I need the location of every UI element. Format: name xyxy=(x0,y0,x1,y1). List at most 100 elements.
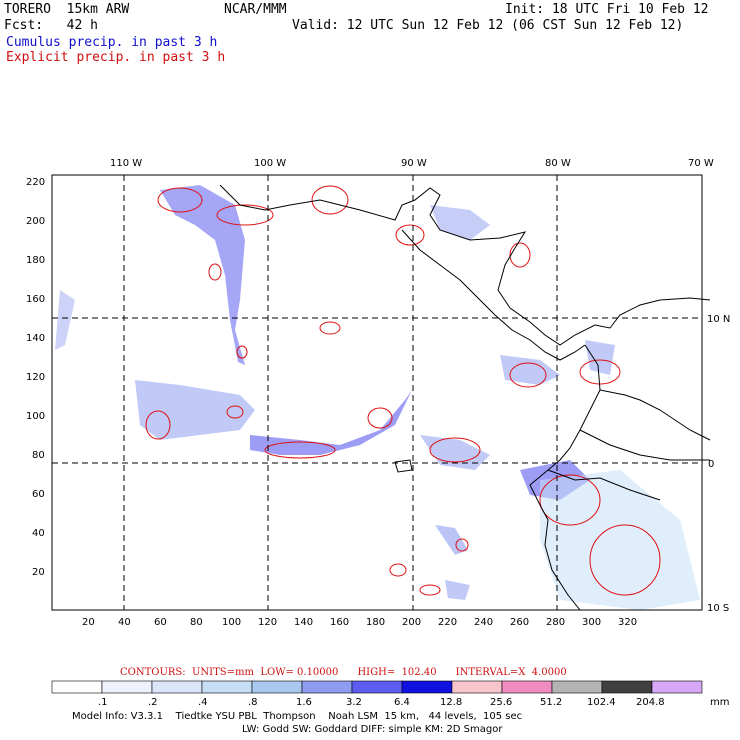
x-tick-label: 140 xyxy=(294,617,313,628)
model-info-line2: LW: Godd SW: Goddard DIFF: simple KM: 2D… xyxy=(242,724,503,735)
y-tick-label: 60 xyxy=(32,489,45,500)
galapagos-island xyxy=(394,459,413,473)
lat-lon-gridlines xyxy=(52,175,702,610)
x-tick-label: 60 xyxy=(154,617,167,628)
x-tick-label: 40 xyxy=(118,617,131,628)
lat-label: 10 N xyxy=(707,314,730,325)
legend-label: 6.4 xyxy=(394,697,410,708)
x-tick-label: 260 xyxy=(510,617,529,628)
legend-swatch xyxy=(601,680,653,694)
legend-swatch xyxy=(651,680,703,694)
coastline xyxy=(219,184,711,611)
precip-area xyxy=(585,340,615,375)
legend-swatch xyxy=(51,680,103,694)
y-tick-label: 20 xyxy=(32,567,45,578)
legend-label: 25.6 xyxy=(490,697,513,708)
y-tick-label: 180 xyxy=(26,255,45,266)
contour xyxy=(395,224,425,246)
x-tick-label: 320 xyxy=(618,617,637,628)
precip-area xyxy=(445,580,470,600)
model-info-line1: Model Info: V3.3.1 Tiedtke YSU PBL Thomp… xyxy=(72,711,523,722)
x-tick-label: 80 xyxy=(190,617,203,628)
lon-label: 70 W xyxy=(688,158,714,169)
x-tick-label: 160 xyxy=(330,617,349,628)
y-tick-label: 160 xyxy=(26,294,45,305)
contour xyxy=(216,204,274,226)
precip-area xyxy=(55,290,75,350)
lon-label: 80 W xyxy=(545,158,571,169)
contour xyxy=(367,407,393,429)
y-tick-label: 40 xyxy=(32,528,45,539)
lat-label: 0 xyxy=(708,459,714,470)
legend-color-bar xyxy=(51,680,703,694)
cumulus-precip-shading xyxy=(55,185,700,610)
contour xyxy=(389,563,407,577)
legend-swatch xyxy=(501,680,553,694)
y-tick-label: 80 xyxy=(32,450,45,461)
legend-swatch xyxy=(451,680,503,694)
contour xyxy=(539,474,601,526)
legend-label: .8 xyxy=(248,697,258,708)
x-tick-label: 100 xyxy=(222,617,241,628)
contour xyxy=(509,242,531,268)
y-tick-label: 120 xyxy=(26,372,45,383)
legend-label: 12.8 xyxy=(440,697,463,708)
org-label: NCAR/MMM xyxy=(224,2,287,17)
legend-swatch xyxy=(251,680,303,694)
x-tick-label: 280 xyxy=(546,617,565,628)
lon-label: 110 W xyxy=(110,158,142,169)
legend-label: .4 xyxy=(198,697,208,708)
precip-area xyxy=(500,355,560,385)
x-tick-label: 200 xyxy=(402,617,421,628)
y-tick-label: 140 xyxy=(26,333,45,344)
contour xyxy=(226,405,244,419)
contour xyxy=(264,441,336,459)
legend-label: 51.2 xyxy=(540,697,563,708)
valid-time: Valid: 12 UTC Sun 12 Feb 12 (06 CST Sun … xyxy=(292,18,684,33)
precip-area xyxy=(160,185,245,365)
legend-label: 3.2 xyxy=(346,697,362,708)
legend-swatch xyxy=(551,680,603,694)
precip-area xyxy=(420,435,490,470)
legend-label: 204.8 xyxy=(636,697,665,708)
precip-area xyxy=(250,390,412,455)
precip-area xyxy=(435,525,468,555)
lat-label: 10 S xyxy=(707,603,729,614)
legend-label: .1 xyxy=(98,697,108,708)
y-tick-label: 100 xyxy=(26,411,45,422)
legend-swatch xyxy=(151,680,203,694)
y-tick-label: 200 xyxy=(26,216,45,227)
explicit-precip-contours xyxy=(145,185,661,596)
map-frame xyxy=(51,174,703,611)
contour xyxy=(319,321,341,335)
precip-area xyxy=(135,380,255,440)
contour xyxy=(145,410,171,440)
legend-label: 1.6 xyxy=(296,697,312,708)
legend-label: .2 xyxy=(148,697,158,708)
contour xyxy=(208,263,222,281)
forecast-hour: Fcst: 42 h xyxy=(4,18,98,33)
explicit-precip-label: Explicit precip. in past 3 h xyxy=(6,50,226,65)
central-america-pacific-coast xyxy=(401,229,586,361)
legend-swatch xyxy=(201,680,253,694)
contour xyxy=(429,437,481,463)
contour xyxy=(589,524,661,596)
lon-label: 90 W xyxy=(401,158,427,169)
central-america-coast xyxy=(219,184,711,346)
precip-area xyxy=(430,205,490,240)
contour xyxy=(157,187,203,213)
contours-info: CONTOURS: UNITS=mm LOW= 0.10000 HIGH= 10… xyxy=(120,667,567,678)
y-tick-label: 220 xyxy=(26,177,45,188)
x-tick-label: 180 xyxy=(366,617,385,628)
inland-border xyxy=(579,429,710,461)
precip-area xyxy=(540,470,700,610)
x-tick-label: 20 xyxy=(82,617,95,628)
contour xyxy=(455,538,469,552)
legend-swatch xyxy=(301,680,353,694)
cumulus-precip-label: Cumulus precip. in past 3 h xyxy=(6,35,218,50)
inland-border xyxy=(599,389,711,441)
legend-unit: mm xyxy=(710,697,730,708)
legend-label: 102.4 xyxy=(587,697,616,708)
x-tick-label: 120 xyxy=(258,617,277,628)
